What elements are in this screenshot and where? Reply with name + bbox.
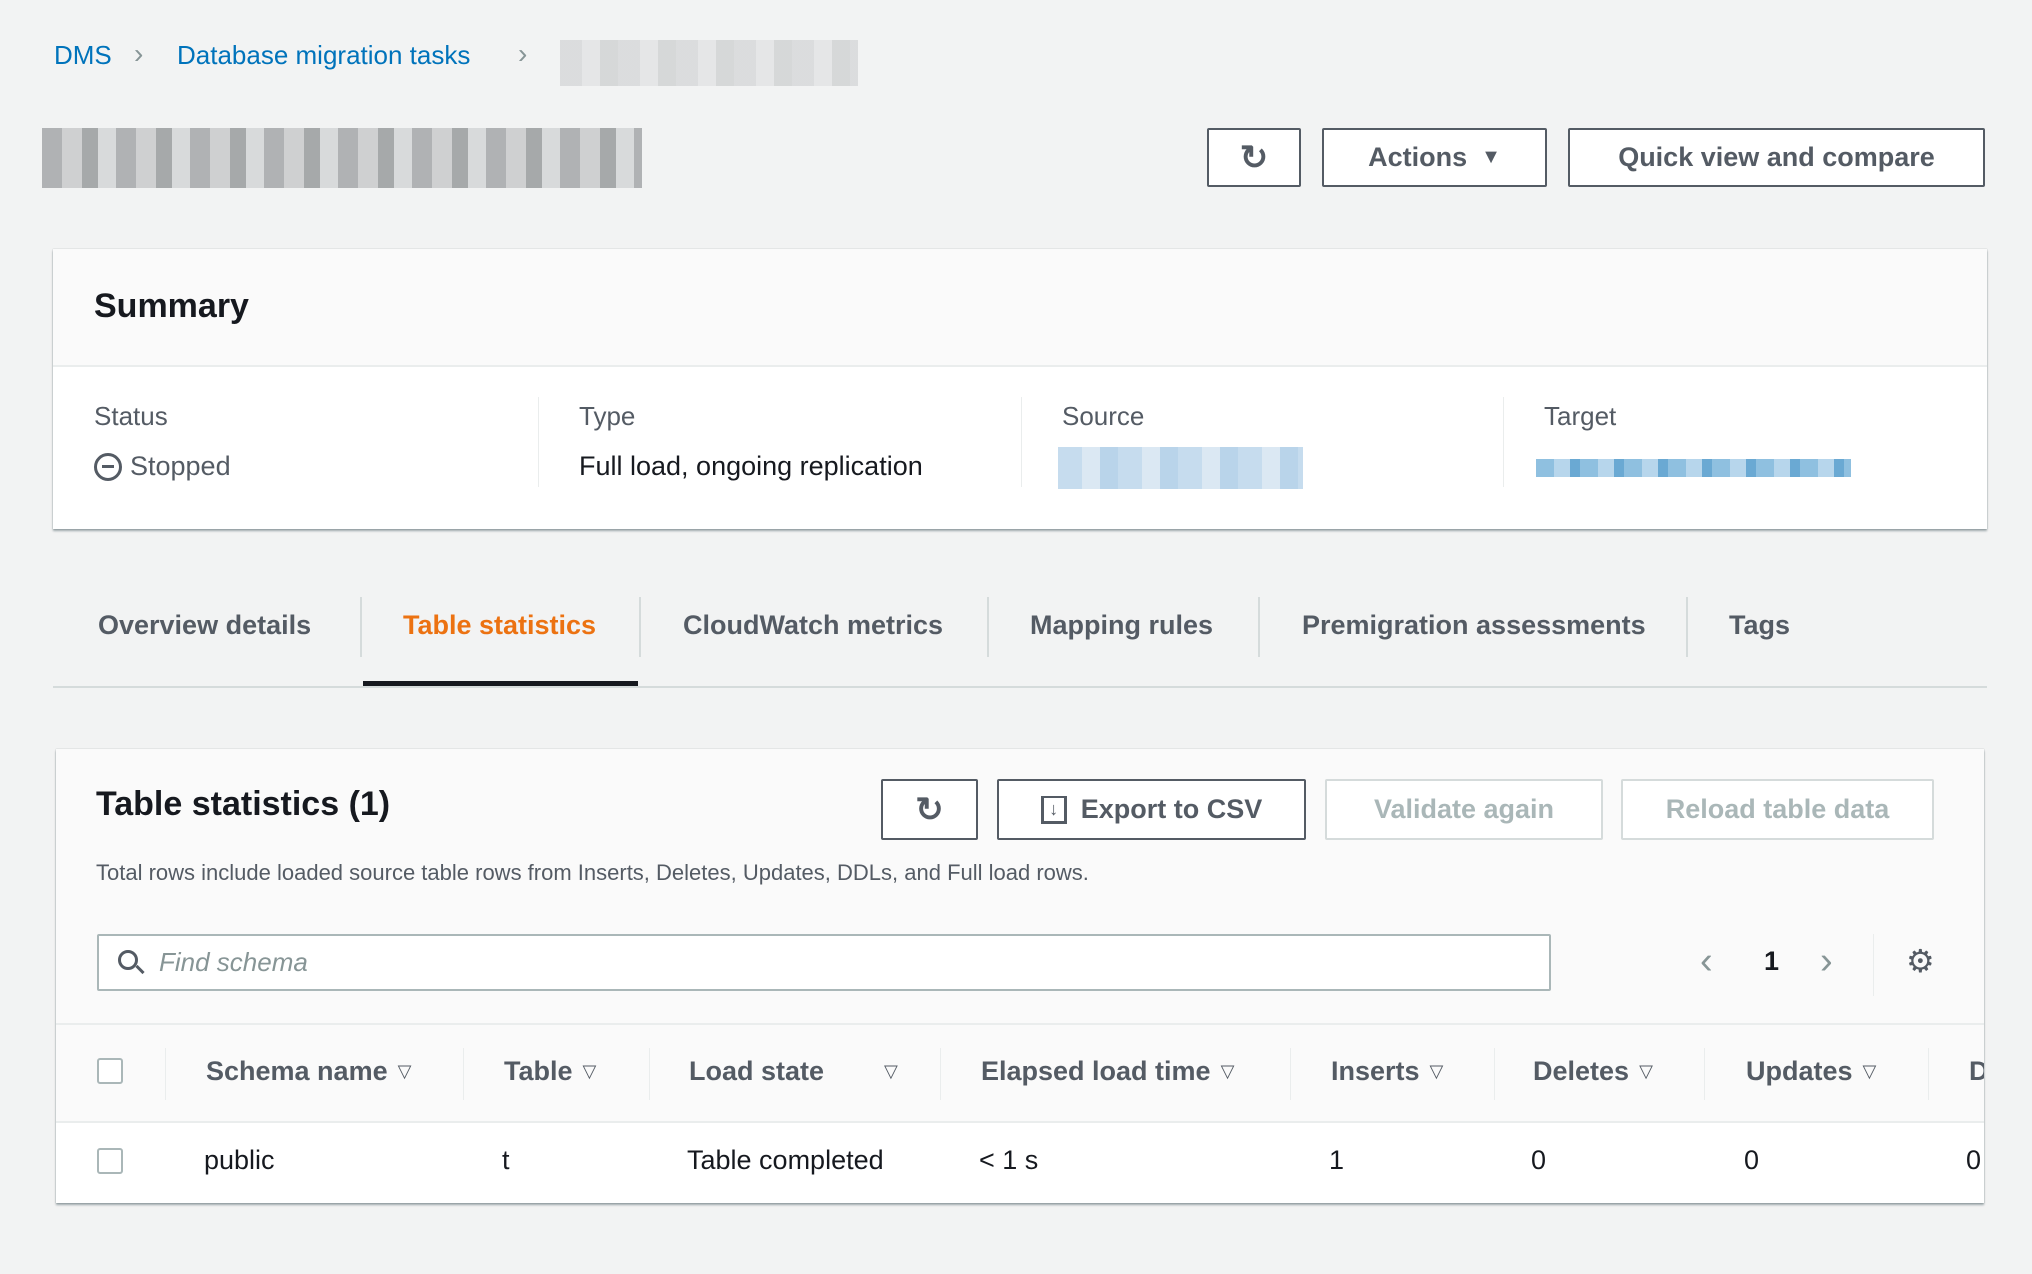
sort-icon[interactable]: ▽ [1429, 1061, 1444, 1081]
cell-table: t [502, 1145, 510, 1175]
column-header-deletes[interactable]: Deletes ▽ [1533, 1056, 1653, 1087]
column-header-ddls[interactable]: D [1969, 1056, 1984, 1087]
column-header-label: D [1969, 1056, 1984, 1086]
tab-cloudwatch-metrics[interactable]: CloudWatch metrics [683, 610, 944, 640]
sort-icon[interactable]: ▽ [582, 1061, 597, 1081]
previous-page-icon[interactable]: ‹ [1700, 940, 1713, 982]
find-schema-input[interactable]: Find schema [97, 934, 1551, 991]
download-icon: ↓ [1040, 795, 1067, 824]
column-header-schema-name[interactable]: Schema name ▽ [206, 1056, 411, 1087]
stopped-icon [94, 452, 122, 481]
find-schema-placeholder: Find schema [159, 947, 308, 977]
next-page-icon[interactable]: › [1820, 940, 1833, 982]
status-label: Status [94, 401, 168, 431]
sort-icon[interactable]: ▽ [884, 1061, 898, 1081]
export-csv-label: Export to CSV [1080, 794, 1263, 824]
refresh-button[interactable]: ↻ [1207, 128, 1301, 187]
chevron-right-icon: › [134, 38, 144, 69]
source-label: Source [1062, 401, 1145, 431]
tab-tags[interactable]: Tags [1729, 610, 1791, 640]
column-header-label: Table [504, 1056, 573, 1086]
type-value: Full load, ongoing replication [579, 451, 923, 481]
column-header-label: Load state [689, 1056, 825, 1086]
stats-refresh-button[interactable]: ↻ [881, 779, 978, 840]
column-header-label: Deletes [1533, 1056, 1630, 1086]
column-header-label: Inserts [1331, 1056, 1420, 1086]
refresh-icon: ↻ [1239, 138, 1269, 177]
cell-updates: 0 [1744, 1145, 1760, 1175]
summary-panel: Summary Status Stopped Type Full load, o… [53, 249, 1987, 529]
tab-premigration-assessments[interactable]: Premigration assessments [1302, 610, 1646, 640]
status-text: Stopped [130, 451, 231, 481]
active-tab-indicator [363, 681, 638, 686]
type-label: Type [579, 401, 636, 431]
export-csv-button[interactable]: ↓ Export to CSV [997, 779, 1306, 840]
table-statistics-title: Table statistics (1) [96, 785, 391, 823]
source-link-redacted[interactable] [1058, 447, 1303, 489]
validate-again-button[interactable]: Validate again [1325, 779, 1603, 840]
page-number[interactable]: 1 [1764, 946, 1780, 976]
sort-icon[interactable]: ▽ [1220, 1061, 1235, 1081]
tab-table-statistics[interactable]: Table statistics [403, 610, 597, 640]
breadcrumb-migration-tasks[interactable]: Database migration tasks [177, 40, 471, 70]
sort-icon[interactable]: ▽ [1639, 1061, 1653, 1081]
column-header-label: Elapsed load time [981, 1056, 1211, 1086]
chevron-right-icon: › [518, 38, 528, 69]
row-checkbox[interactable] [97, 1148, 123, 1174]
column-header-label: Updates [1746, 1056, 1853, 1086]
refresh-icon: ↻ [915, 790, 944, 829]
sort-icon[interactable]: ▽ [397, 1061, 412, 1081]
column-header-inserts[interactable]: Inserts ▽ [1331, 1056, 1443, 1087]
breadcrumb-current-redacted [560, 40, 858, 86]
cell-load-state: Table completed [687, 1145, 884, 1175]
quick-view-compare-button[interactable]: Quick view and compare [1568, 128, 1985, 187]
sort-icon[interactable]: ▽ [1862, 1061, 1877, 1081]
column-header-load-state[interactable]: Load state ▽ [689, 1056, 898, 1087]
caret-down-icon: ▼ [1481, 146, 1501, 168]
actions-label: Actions [1368, 142, 1468, 172]
search-icon [117, 949, 145, 977]
gear-icon[interactable]: ⚙ [1906, 943, 1935, 979]
breadcrumb-dms[interactable]: DMS [54, 40, 112, 70]
column-header-table[interactable]: Table ▽ [504, 1056, 596, 1087]
cell-schema-name: public [204, 1145, 275, 1175]
reload-table-data-button[interactable]: Reload table data [1621, 779, 1934, 840]
select-all-checkbox[interactable] [97, 1058, 123, 1084]
target-link-redacted[interactable] [1536, 459, 1851, 477]
table-statistics-description: Total rows include loaded source table r… [96, 860, 1089, 885]
column-header-label: Schema name [206, 1056, 388, 1086]
page-title-redacted [42, 128, 642, 188]
tab-mapping-rules[interactable]: Mapping rules [1030, 610, 1214, 640]
cell-elapsed-load-time: < 1 s [979, 1145, 1039, 1175]
target-label: Target [1544, 401, 1617, 431]
cell-ddls: 0 [1966, 1145, 1982, 1175]
cell-inserts: 1 [1329, 1145, 1345, 1175]
status-value: Stopped [94, 451, 231, 482]
summary-title: Summary [94, 287, 249, 325]
column-header-elapsed-load-time[interactable]: Elapsed load time ▽ [981, 1056, 1234, 1087]
table-row [56, 1121, 1984, 1203]
column-header-updates[interactable]: Updates ▽ [1746, 1056, 1876, 1087]
actions-button[interactable]: Actions ▼ [1322, 128, 1547, 187]
cell-deletes: 0 [1531, 1145, 1547, 1175]
tab-overview-details[interactable]: Overview details [98, 610, 312, 640]
